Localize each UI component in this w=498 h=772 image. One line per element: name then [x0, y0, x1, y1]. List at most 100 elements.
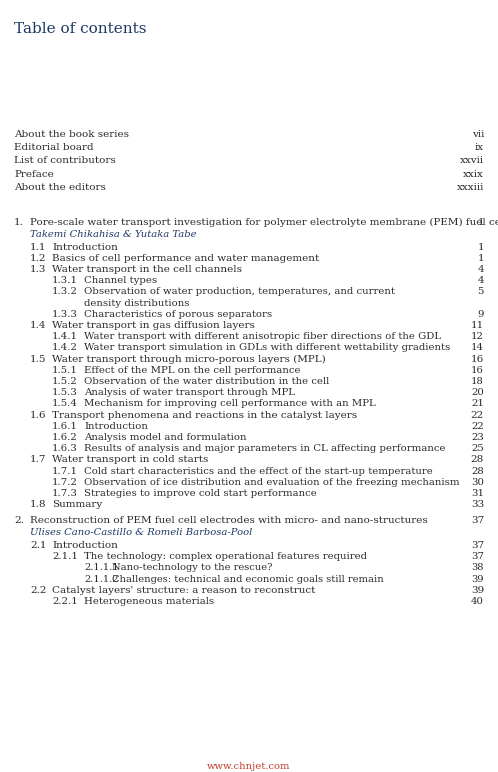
Text: 2.1.1.1: 2.1.1.1 — [84, 564, 119, 572]
Text: 40: 40 — [471, 597, 484, 606]
Text: List of contributors: List of contributors — [14, 157, 116, 165]
Text: 2.1: 2.1 — [30, 541, 46, 550]
Text: 16: 16 — [471, 366, 484, 374]
Text: 1: 1 — [478, 242, 484, 252]
Text: Pore-scale water transport investigation for polymer electrolyte membrane (PEM) : Pore-scale water transport investigation… — [30, 218, 498, 227]
Text: Introduction: Introduction — [84, 422, 148, 431]
Text: 1: 1 — [478, 218, 484, 227]
Text: Water transport in gas diffusion layers: Water transport in gas diffusion layers — [52, 321, 255, 330]
Text: xxix: xxix — [463, 170, 484, 178]
Text: 12: 12 — [471, 332, 484, 341]
Text: 20: 20 — [471, 388, 484, 398]
Text: Observation of ice distribution and evaluation of the freezing mechanism: Observation of ice distribution and eval… — [84, 478, 460, 487]
Text: ix: ix — [475, 143, 484, 152]
Text: Challenges: technical and economic goals still remain: Challenges: technical and economic goals… — [112, 574, 384, 584]
Text: Heterogeneous materials: Heterogeneous materials — [84, 597, 214, 606]
Text: 1.6.3: 1.6.3 — [52, 444, 78, 453]
Text: 2.2.1: 2.2.1 — [52, 597, 78, 606]
Text: 4: 4 — [478, 276, 484, 285]
Text: 38: 38 — [472, 564, 484, 572]
Text: Introduction: Introduction — [52, 541, 118, 550]
Text: 37: 37 — [471, 552, 484, 561]
Text: 1.6.2: 1.6.2 — [52, 433, 78, 442]
Text: Effect of the MPL on the cell performance: Effect of the MPL on the cell performanc… — [84, 366, 300, 374]
Text: 18: 18 — [471, 377, 484, 386]
Text: Ulises Cano-Castillo & Romeli Barbosa-Pool: Ulises Cano-Castillo & Romeli Barbosa-Po… — [30, 528, 252, 537]
Text: 11: 11 — [471, 321, 484, 330]
Text: 22: 22 — [471, 411, 484, 420]
Text: Editorial board: Editorial board — [14, 143, 94, 152]
Text: 1.5.3: 1.5.3 — [52, 388, 78, 398]
Text: 25: 25 — [471, 444, 484, 453]
Text: 1.4.2: 1.4.2 — [52, 344, 78, 352]
Text: 37: 37 — [471, 541, 484, 550]
Text: 1.7: 1.7 — [30, 455, 46, 465]
Text: Water transport through micro-porous layers (MPL): Water transport through micro-porous lay… — [52, 354, 326, 364]
Text: vii: vii — [472, 130, 484, 139]
Text: 1.4: 1.4 — [30, 321, 46, 330]
Text: density distributions: density distributions — [84, 299, 190, 307]
Text: 5: 5 — [478, 287, 484, 296]
Text: 1.3.2: 1.3.2 — [52, 287, 78, 296]
Text: Characteristics of porous separators: Characteristics of porous separators — [84, 310, 272, 319]
Text: Analysis model and formulation: Analysis model and formulation — [84, 433, 247, 442]
Text: The technology: complex operational features required: The technology: complex operational feat… — [84, 552, 367, 561]
Text: Strategies to improve cold start performance: Strategies to improve cold start perform… — [84, 489, 317, 498]
Text: Observation of the water distribution in the cell: Observation of the water distribution in… — [84, 377, 329, 386]
Text: www.chnjet.com: www.chnjet.com — [207, 762, 291, 771]
Text: 33: 33 — [471, 500, 484, 510]
Text: 1.3.3: 1.3.3 — [52, 310, 78, 319]
Text: 1.2: 1.2 — [30, 254, 46, 262]
Text: xxvii: xxvii — [460, 157, 484, 165]
Text: Channel types: Channel types — [84, 276, 157, 285]
Text: Basics of cell performance and water management: Basics of cell performance and water man… — [52, 254, 319, 262]
Text: 1.1: 1.1 — [30, 242, 46, 252]
Text: 1.5.2: 1.5.2 — [52, 377, 78, 386]
Text: 16: 16 — [471, 354, 484, 364]
Text: 28: 28 — [471, 466, 484, 476]
Text: 1.7.3: 1.7.3 — [52, 489, 78, 498]
Text: Catalyst layers' structure: a reason to reconstruct: Catalyst layers' structure: a reason to … — [52, 586, 315, 594]
Text: 37: 37 — [471, 516, 484, 526]
Text: Introduction: Introduction — [52, 242, 118, 252]
Text: Water transport in the cell channels: Water transport in the cell channels — [52, 265, 242, 274]
Text: 23: 23 — [471, 433, 484, 442]
Text: 1.6.1: 1.6.1 — [52, 422, 78, 431]
Text: 31: 31 — [471, 489, 484, 498]
Text: Transport phenomena and reactions in the catalyst layers: Transport phenomena and reactions in the… — [52, 411, 357, 420]
Text: Water transport in cold starts: Water transport in cold starts — [52, 455, 208, 465]
Text: Results of analysis and major parameters in CL affecting performance: Results of analysis and major parameters… — [84, 444, 446, 453]
Text: About the book series: About the book series — [14, 130, 129, 139]
Text: 1.4.1: 1.4.1 — [52, 332, 78, 341]
Text: 4: 4 — [478, 265, 484, 274]
Text: Summary: Summary — [52, 500, 102, 510]
Text: 39: 39 — [471, 586, 484, 594]
Text: Observation of water production, temperatures, and current: Observation of water production, tempera… — [84, 287, 395, 296]
Text: 39: 39 — [472, 574, 484, 584]
Text: 2.2: 2.2 — [30, 586, 46, 594]
Text: 2.: 2. — [14, 516, 24, 526]
Text: Mechanism for improving cell performance with an MPL: Mechanism for improving cell performance… — [84, 399, 376, 408]
Text: Nano-technology to the rescue?: Nano-technology to the rescue? — [112, 564, 272, 572]
Text: 1: 1 — [478, 254, 484, 262]
Text: 1.8: 1.8 — [30, 500, 46, 510]
Text: Table of contents: Table of contents — [14, 22, 146, 36]
Text: 2.1.1.2: 2.1.1.2 — [84, 574, 119, 584]
Text: 22: 22 — [471, 422, 484, 431]
Text: Analysis of water transport through MPL: Analysis of water transport through MPL — [84, 388, 295, 398]
Text: 9: 9 — [478, 310, 484, 319]
Text: 30: 30 — [471, 478, 484, 487]
Text: 1.3: 1.3 — [30, 265, 46, 274]
Text: Preface: Preface — [14, 170, 54, 178]
Text: Takemi Chikahisa & Yutaka Tabe: Takemi Chikahisa & Yutaka Tabe — [30, 230, 197, 239]
Text: 1.: 1. — [14, 218, 24, 227]
Text: 1.5.1: 1.5.1 — [52, 366, 78, 374]
Text: Water transport simulation in GDLs with different wettability gradients: Water transport simulation in GDLs with … — [84, 344, 450, 352]
Text: 1.7.1: 1.7.1 — [52, 466, 78, 476]
Text: 1.3.1: 1.3.1 — [52, 276, 78, 285]
Text: 1.5: 1.5 — [30, 354, 46, 364]
Text: Cold start characteristics and the effect of the start-up temperature: Cold start characteristics and the effec… — [84, 466, 433, 476]
Text: About the editors: About the editors — [14, 183, 106, 191]
Text: 14: 14 — [471, 344, 484, 352]
Text: 28: 28 — [471, 455, 484, 465]
